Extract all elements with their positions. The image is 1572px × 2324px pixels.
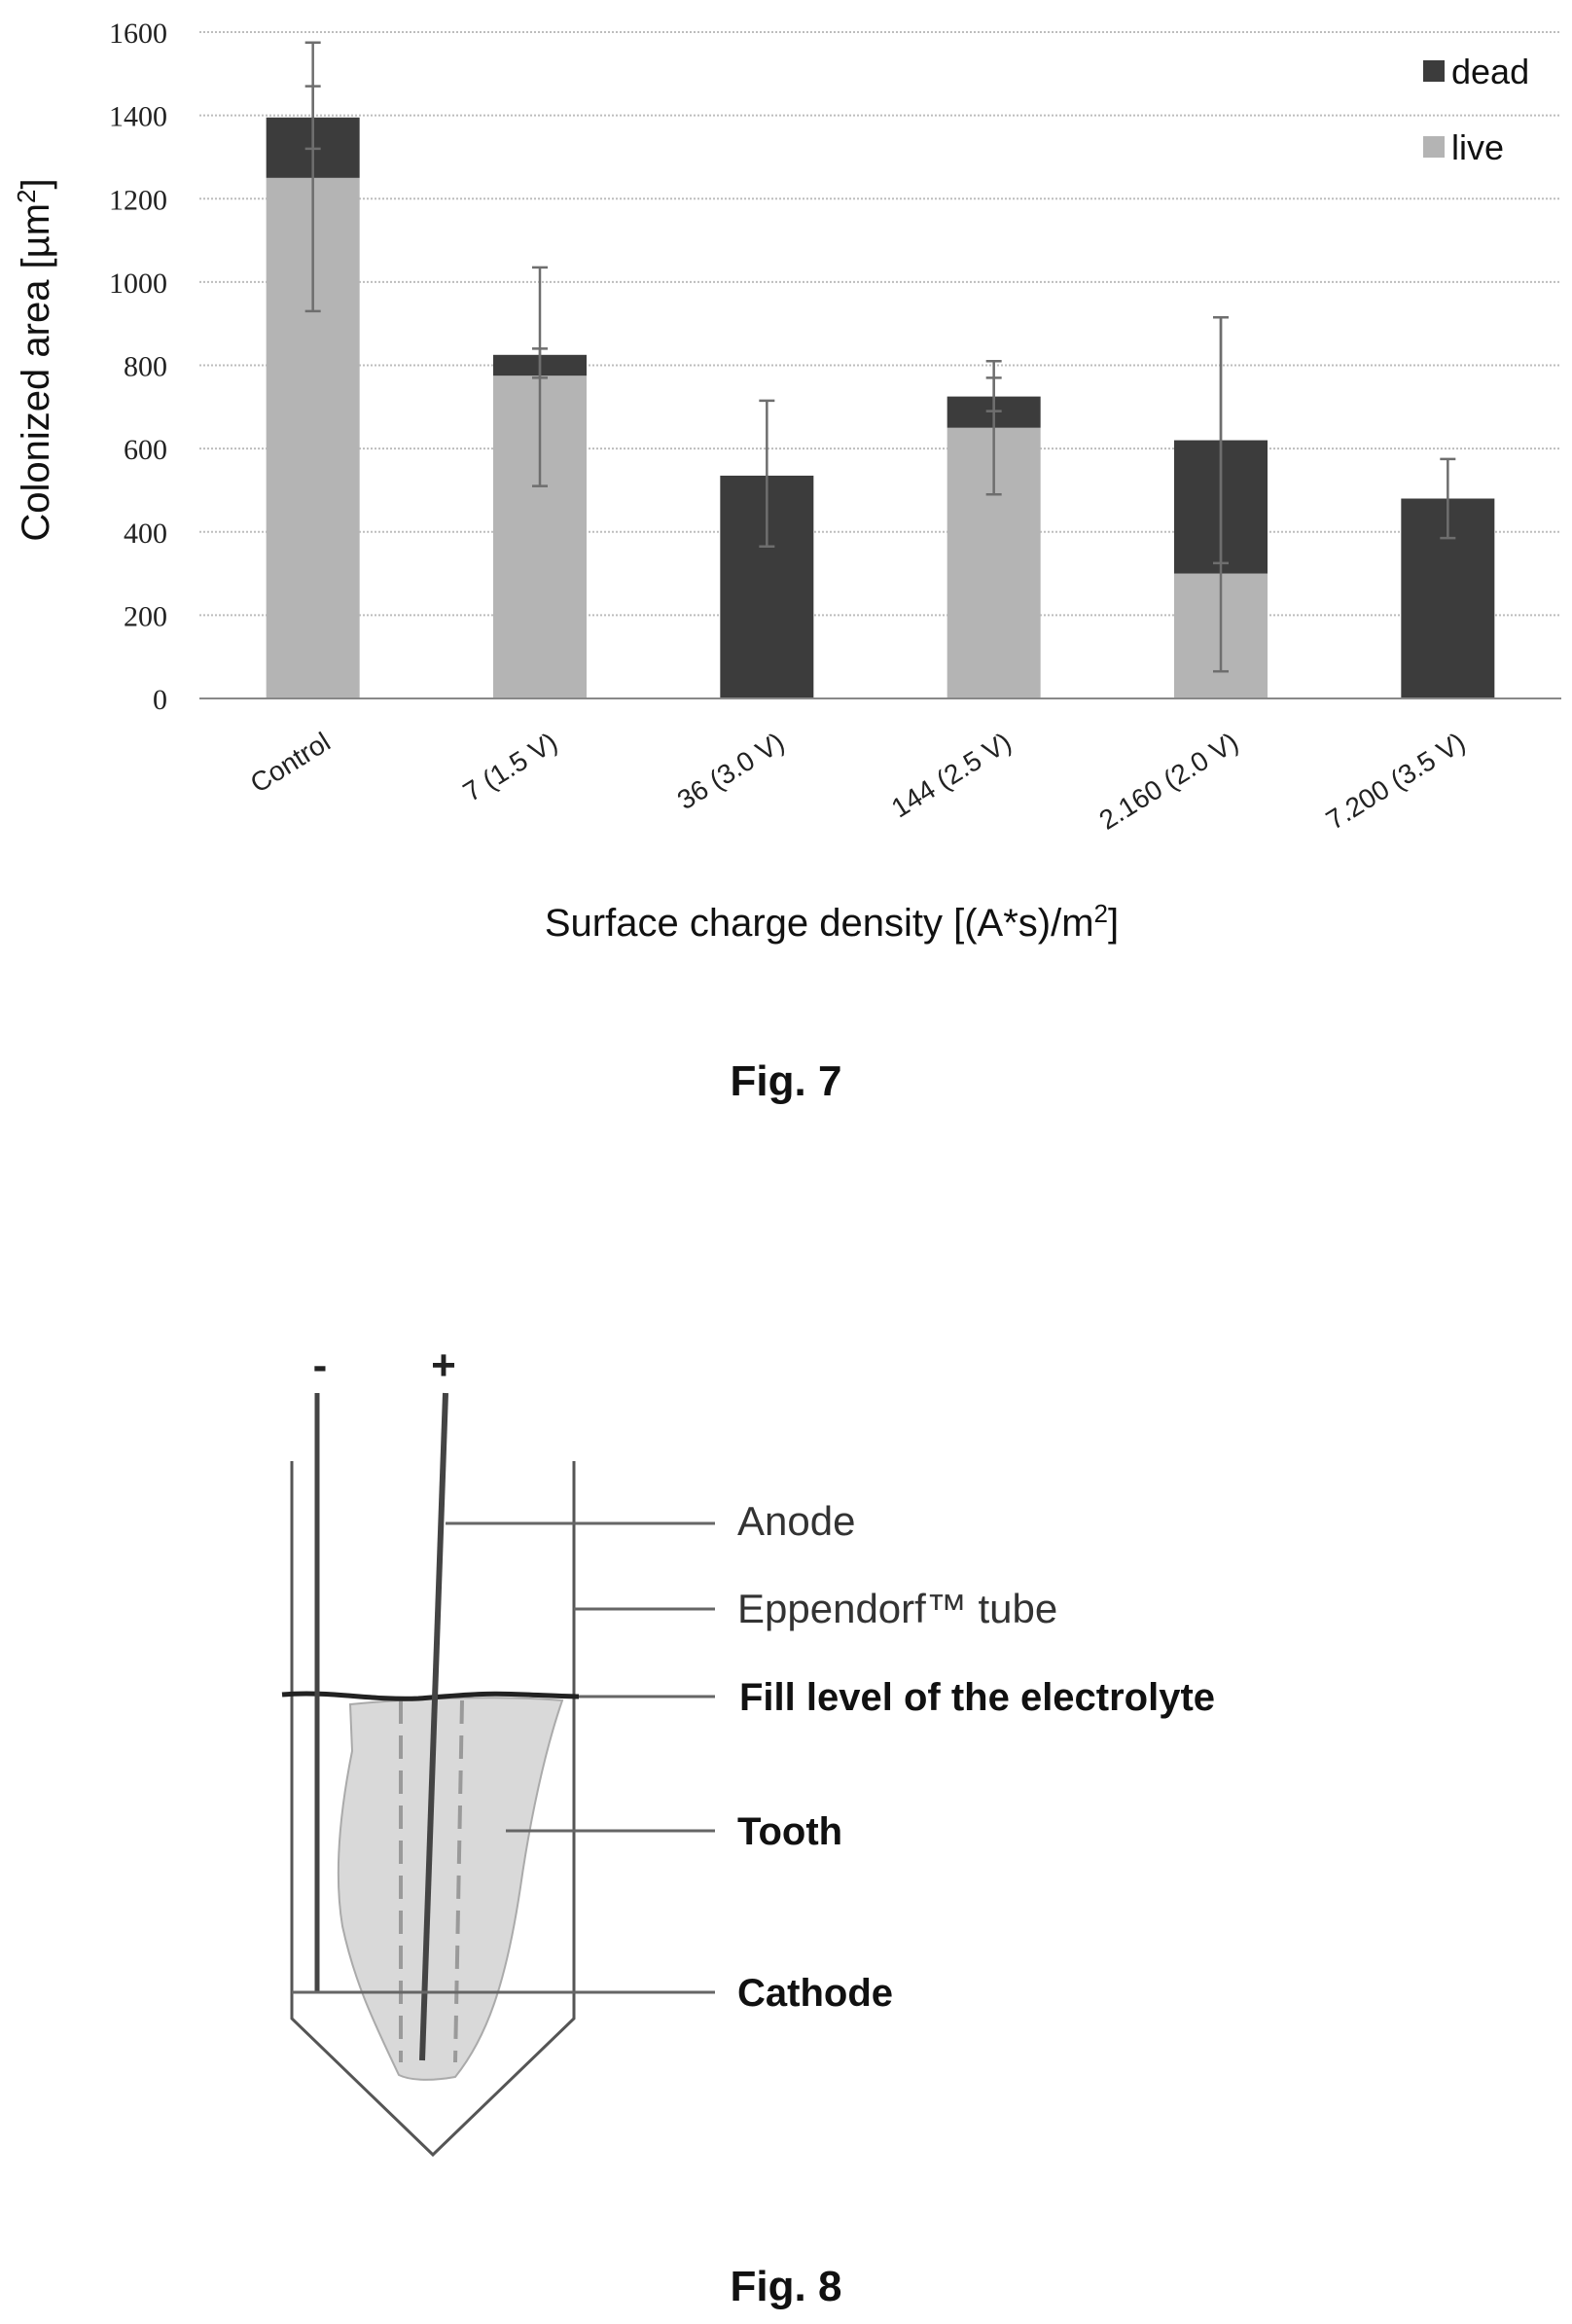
y-tick-label: 600 (124, 434, 167, 466)
legend-label-dead: dead (1451, 52, 1529, 91)
eppendorf-tube (290, 1461, 576, 2158)
figure-7-caption: Fig. 7 (730, 1057, 842, 1105)
y-tick-label: 1400 (109, 101, 167, 133)
legend-swatch-dead (1423, 60, 1445, 82)
legend-label-live: live (1451, 127, 1504, 167)
x-axis-label: Surface charge density [(A*s)/m2] (545, 899, 1119, 945)
label-anode: Anode (737, 1498, 855, 1544)
tooth-shape (337, 1697, 564, 2081)
y-tick-label: 1600 (109, 18, 167, 50)
gridlines (199, 31, 1561, 617)
legend-swatch-live (1423, 136, 1445, 158)
y-tick-label: 1000 (109, 268, 167, 300)
legend: dead live (1423, 52, 1529, 167)
y-axis-label: Colonized area [µm2] (12, 178, 57, 541)
polarity-minus: - (313, 1341, 328, 1389)
label-cathode: Cathode (737, 1972, 893, 2015)
root-canal-right (453, 1699, 464, 2063)
label-fill-level: Fill level of the electrolyte (739, 1676, 1215, 1719)
error-bars (304, 41, 1456, 673)
y-tick-labels: 0 200 400 600 800 1000 1200 1400 1600 (109, 18, 167, 716)
y-tick-label: 0 (153, 684, 167, 716)
y-tick-label: 400 (124, 518, 167, 550)
anode-wire (419, 1392, 448, 2061)
figure-8-caption: Fig. 8 (730, 2263, 842, 2310)
y-tick-label: 200 (124, 600, 167, 632)
polarity-plus: + (431, 1341, 456, 1389)
label-tube: Eppendorf™ tube (737, 1586, 1057, 1631)
y-tick-label: 800 (124, 351, 167, 383)
label-tooth: Tooth (737, 1810, 842, 1853)
y-tick-label: 1200 (109, 184, 167, 216)
electrolyte-fill-line (281, 1691, 580, 1701)
